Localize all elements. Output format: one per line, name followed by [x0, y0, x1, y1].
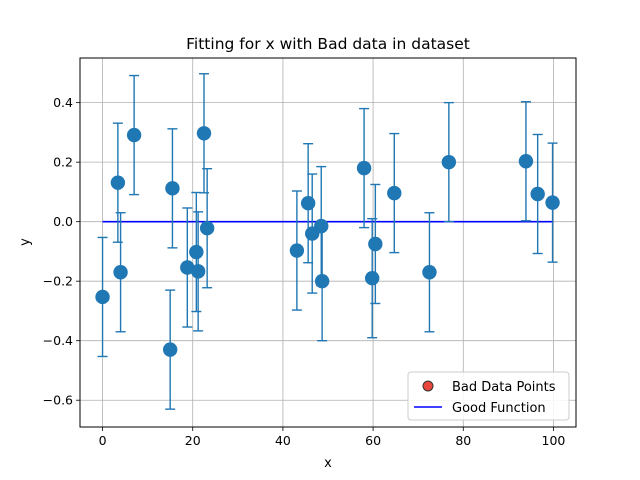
data-point — [545, 195, 560, 210]
y-tick-label: 0.2 — [53, 155, 73, 170]
data-point — [180, 260, 195, 275]
data-point — [364, 271, 380, 286]
plot-frame — [79, 57, 577, 428]
data-point — [113, 265, 128, 280]
chart-title: Fitting for x with Bad data in dataset — [186, 35, 470, 53]
data-points — [95, 126, 560, 357]
data-point — [190, 264, 206, 279]
y-axis-label: y — [18, 238, 33, 246]
data-point — [387, 185, 402, 201]
x-axis-label: x — [324, 456, 332, 471]
legend-marker-bad-data-points — [422, 380, 434, 392]
x-tick-label: 60 — [365, 433, 381, 448]
data-point — [95, 289, 110, 305]
data-point — [314, 218, 329, 234]
legend-box — [407, 371, 570, 421]
y-tick-label: 0.0 — [53, 214, 73, 229]
x-tick-label: 20 — [185, 433, 201, 448]
legend-label-good-function: Good Function — [452, 401, 546, 416]
legend-label-bad-data-points: Bad Data Points — [452, 380, 556, 395]
x-tick-label: 100 — [542, 433, 566, 448]
y-tick-label: −0.6 — [43, 393, 73, 408]
data-point — [314, 273, 330, 289]
data-point — [126, 127, 142, 143]
data-point — [441, 154, 457, 170]
data-point — [199, 221, 215, 236]
y-tick-label: −0.2 — [43, 274, 73, 289]
x-tick-label: 40 — [275, 433, 291, 448]
y-tick-label: 0.4 — [53, 95, 73, 110]
data-point — [289, 243, 305, 258]
x-tick-label: 0 — [99, 433, 107, 448]
data-point — [300, 196, 316, 211]
data-point — [162, 342, 178, 357]
data-point — [530, 186, 545, 202]
data-point — [356, 160, 372, 176]
axis-ticks: 0 20 40 60 80 100 −0.6 −0.4 −0.2 0.0 0.2 0.4 — [43, 95, 566, 448]
x-tick-label: 80 — [455, 433, 471, 448]
data-point — [518, 154, 534, 169]
data-point — [196, 126, 212, 141]
legend: Bad Data Points Good Function — [407, 371, 570, 421]
data-point — [422, 265, 437, 280]
data-point — [165, 181, 180, 196]
data-point — [368, 236, 383, 252]
y-tick-label: −0.4 — [43, 333, 73, 348]
data-point — [110, 175, 126, 190]
data-point — [189, 244, 204, 260]
